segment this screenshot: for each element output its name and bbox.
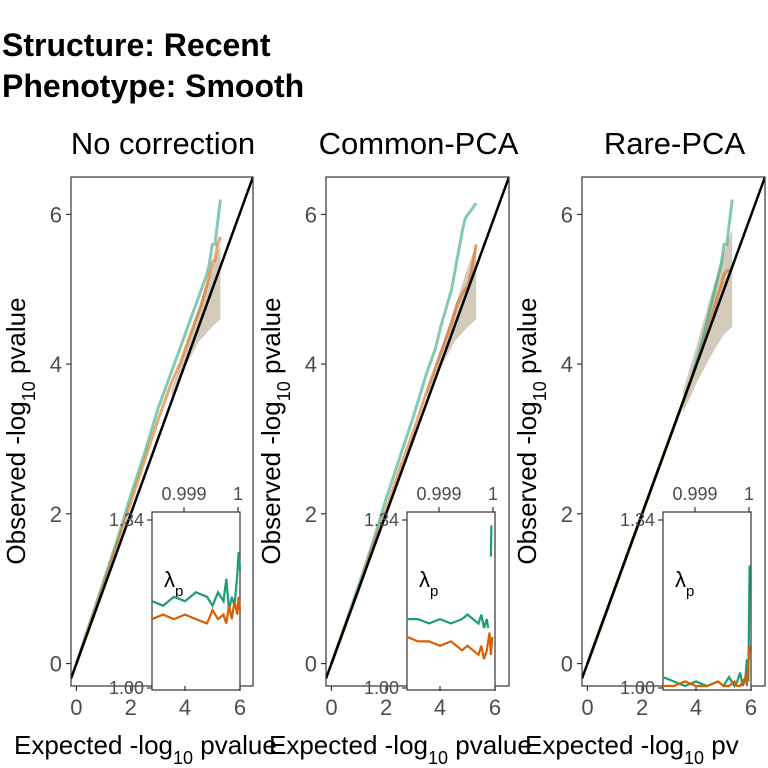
plot-area (582, 177, 765, 679)
plot-area (326, 177, 509, 679)
inset-left-tick-label: 1.00 (109, 678, 144, 698)
lambda-label: λp (164, 567, 183, 600)
inset-top-tick-label: 1 (233, 484, 243, 504)
lambda-inset: 0.999 1 1.34 1.00 4 6 λp (364, 484, 501, 720)
x-tick-label: 2 (380, 695, 392, 720)
y-tick-label: 4 (305, 352, 317, 377)
x-axis-label: Expected -log10 pv (525, 730, 739, 768)
facet-title: No correction (71, 126, 255, 161)
inset-top-tick-label: 1 (488, 484, 498, 504)
reference-line (71, 177, 253, 679)
y-tick-label: 6 (50, 202, 62, 227)
inset-left-tick-label: 1.34 (620, 510, 655, 530)
inset-bottom-tick-label: 4 (434, 695, 446, 720)
lambda-inset: 0.999 1 1.34 1.00 4 6 λp (620, 484, 757, 720)
x-tick-label: 0 (581, 695, 593, 720)
plot-area (71, 177, 253, 679)
facet-title: Rare-PCA (604, 126, 746, 161)
y-tick-label: 6 (305, 202, 317, 227)
reference-line (326, 177, 509, 679)
y-tick-label: 2 (561, 502, 573, 527)
series-line-orange (330, 244, 478, 665)
panel-common-pca: Common-PCA 0 2 4 6 0 2 Observed -log10 pvalue Ex… (256, 126, 532, 768)
y-tick-label: 2 (50, 502, 62, 527)
inset-top-tick-label: 0.999 (672, 484, 717, 504)
y-axis-label: Observed -log10 pvalue (1, 297, 39, 564)
y-axis-label: Observed -log10 pvalue (512, 297, 550, 564)
x-axis-label: Expected -log10 pvalue (14, 730, 277, 768)
x-axis-label: Expected -log10 pvalue (269, 730, 532, 768)
y-tick-label: 4 (50, 352, 62, 377)
inset-border (151, 511, 241, 691)
y-tick-label: 6 (561, 202, 573, 227)
inset-border (662, 511, 752, 691)
inset-bottom-tick-label: 6 (489, 695, 501, 720)
inset-left-tick-label: 1.00 (620, 678, 655, 698)
inset-top-tick-label: 0.999 (161, 484, 206, 504)
y-axis-label: Observed -log10 pvalue (256, 297, 294, 564)
inset-series-orange (663, 645, 751, 688)
x-tick-label: 0 (325, 695, 337, 720)
inset-bottom-tick-label: 6 (234, 695, 246, 720)
inset-series-orange (151, 596, 242, 625)
title-line-1: Structure: Recent (2, 27, 271, 63)
inset-left-tick-label: 1.00 (364, 678, 399, 698)
y-tick-label: 0 (50, 652, 62, 677)
inset-border (406, 511, 496, 691)
lambda-inset: 0.999 1 1.34 1.00 4 6 λp (109, 484, 246, 720)
lambda-label: λp (675, 567, 694, 600)
x-tick-label: 0 (70, 695, 82, 720)
inset-top-tick-label: 0.999 (416, 484, 461, 504)
y-tick-label: 0 (305, 652, 317, 677)
x-tick-label: 2 (636, 695, 648, 720)
inset-series-green (151, 552, 242, 611)
inset-bottom-tick-label: 4 (179, 695, 191, 720)
inset-series-green (407, 613, 490, 629)
inset-series-orange (406, 632, 494, 660)
y-tick-label: 0 (561, 652, 573, 677)
lambda-label: λp (419, 567, 438, 600)
x-tick-label: 2 (125, 695, 137, 720)
y-tick-label: 2 (305, 502, 317, 527)
reference-line (582, 177, 765, 679)
y-tick-label: 4 (561, 352, 573, 377)
inset-top-tick-label: 1 (744, 484, 754, 504)
title-line-2: Phenotype: Smooth (2, 68, 304, 104)
inset-series-green (489, 525, 493, 557)
facet-title: Common-PCA (319, 126, 519, 161)
inset-left-tick-label: 1.34 (109, 510, 144, 530)
inset-bottom-tick-label: 4 (690, 695, 702, 720)
panel-no-correction: No correction 0 2 4 6 0 2 Observed -log10 pvalu… (1, 126, 277, 768)
panel-rare-pca: Rare-PCA 0 2 4 6 0 2 Observed -log10 pvalue Expe… (512, 126, 766, 768)
series-line-orange (74, 236, 222, 664)
inset-left-tick-label: 1.34 (364, 510, 399, 530)
inset-bottom-tick-label: 6 (745, 695, 757, 720)
